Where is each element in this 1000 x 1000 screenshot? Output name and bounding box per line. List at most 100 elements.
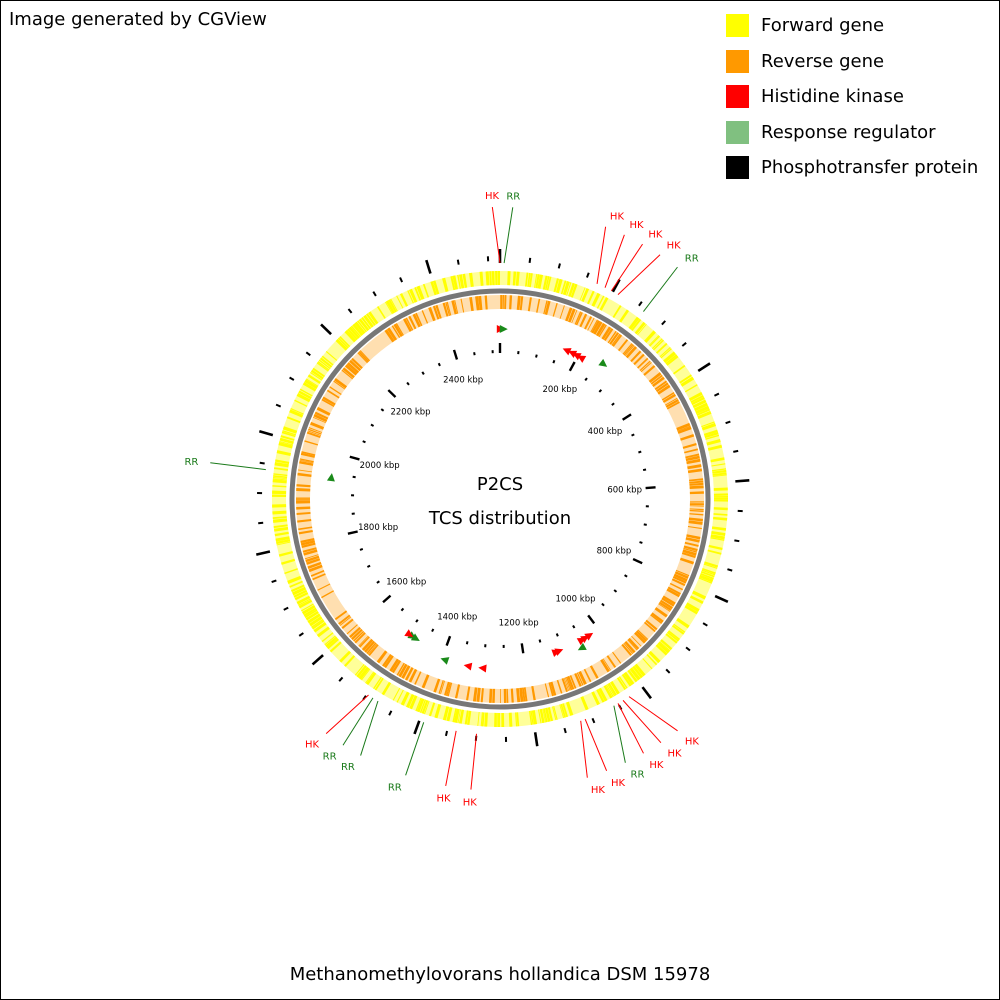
reverse-gene	[488, 688, 493, 703]
reverse-gene	[639, 360, 651, 371]
reverse-gene	[689, 480, 704, 484]
forward-gene	[344, 329, 357, 343]
inner-tick	[382, 594, 392, 604]
reverse-gene	[454, 684, 461, 699]
forward-gene	[301, 605, 316, 615]
reverse-gene	[637, 629, 649, 640]
reverse-gene	[440, 680, 445, 695]
callout-line	[491, 207, 501, 264]
inner-tick	[437, 362, 441, 367]
center-title: P2CS	[477, 474, 523, 495]
reverse-gene	[651, 612, 664, 623]
forward-gene	[326, 638, 339, 650]
forward-gene	[711, 463, 726, 467]
outer-tick	[611, 278, 621, 293]
callout-line	[405, 722, 425, 776]
inner-tick	[639, 541, 643, 544]
forward-gene	[713, 513, 728, 516]
forward-gene	[512, 271, 517, 286]
reverse-gene	[301, 542, 316, 549]
response-regulator-marker	[577, 642, 587, 651]
reverse-gene	[550, 681, 557, 696]
legend-item-forward-gene: Forward gene	[726, 8, 978, 44]
forward-gene	[587, 290, 595, 305]
callout-line	[643, 266, 678, 312]
forward-gene	[508, 712, 513, 727]
forward-gene	[644, 330, 656, 343]
kbp-label: 2400 kbp	[443, 376, 483, 386]
reverse-gene	[680, 434, 695, 441]
reverse-gene	[685, 455, 700, 462]
forward-gene	[424, 700, 430, 715]
forward-gene	[649, 335, 661, 347]
reverse-gene	[548, 682, 554, 697]
reverse-gene	[391, 660, 402, 674]
reverse-gene	[576, 672, 584, 686]
forward-gene	[553, 278, 560, 293]
forward-gene	[599, 297, 609, 311]
reverse-gene	[299, 460, 314, 466]
kbp-label: 400 kbp	[588, 427, 623, 437]
forward-gene	[579, 287, 586, 301]
forward-gene	[384, 301, 393, 315]
reverse-gene	[341, 618, 354, 630]
callout-line	[604, 234, 625, 288]
forward-gene	[515, 712, 518, 727]
reverse-gene	[376, 650, 388, 664]
reverse-gene	[609, 332, 620, 345]
callout-line	[342, 697, 374, 746]
reverse-gene	[650, 374, 663, 385]
reverse-gene	[438, 680, 444, 694]
histidine-kinase-marker	[562, 348, 572, 356]
inner-tick	[349, 455, 360, 461]
forward-gene	[468, 272, 474, 287]
forward-gene	[700, 572, 714, 580]
reverse-gene	[688, 520, 703, 525]
outer-tick	[591, 717, 596, 724]
reverse-gene	[476, 687, 481, 702]
forward-gene	[637, 323, 647, 336]
reverse-gene	[634, 631, 646, 644]
forward-gene	[673, 623, 686, 633]
reverse-gene	[308, 427, 323, 433]
reverse-gene	[606, 655, 617, 668]
forward-gene	[580, 696, 589, 711]
reverse-gene	[662, 595, 676, 605]
reverse-gene	[396, 662, 405, 676]
inner-tick	[362, 440, 366, 444]
forward-gene	[273, 473, 288, 477]
reverse-gene	[623, 642, 634, 655]
forward-gene	[697, 410, 712, 419]
forward-gene	[546, 276, 552, 291]
outer-tick	[413, 720, 421, 735]
forward-gene	[706, 438, 721, 446]
forward-gene	[452, 275, 459, 290]
reverse-gene	[658, 603, 671, 612]
reverse-gene	[630, 350, 642, 363]
reverse-gene	[357, 352, 368, 364]
forward-gene	[538, 709, 542, 724]
forward-gene	[316, 362, 329, 372]
legend-swatch-reverse-gene	[726, 49, 749, 73]
reverse-gene	[301, 451, 316, 456]
forward-gene	[281, 558, 296, 565]
outer-tick	[661, 320, 667, 326]
reverse-gene	[475, 296, 480, 311]
forward-gene	[299, 388, 313, 397]
forward-gene	[690, 395, 704, 404]
inner-tick	[555, 633, 559, 637]
callout-label-hk: HK	[610, 212, 625, 223]
forward-gene	[392, 687, 401, 701]
reverse-gene	[329, 386, 342, 395]
reverse-gene	[640, 361, 652, 373]
forward-gene	[698, 577, 713, 584]
forward-gene	[704, 431, 719, 439]
reverse-gene	[519, 687, 524, 702]
reverse-gene	[296, 499, 311, 501]
forward-gene	[496, 712, 498, 727]
reverse-gene	[687, 464, 702, 470]
reverse-gene	[598, 324, 607, 338]
reverse-gene	[676, 422, 691, 431]
outer-tick	[702, 622, 708, 627]
forward-gene	[553, 706, 558, 720]
